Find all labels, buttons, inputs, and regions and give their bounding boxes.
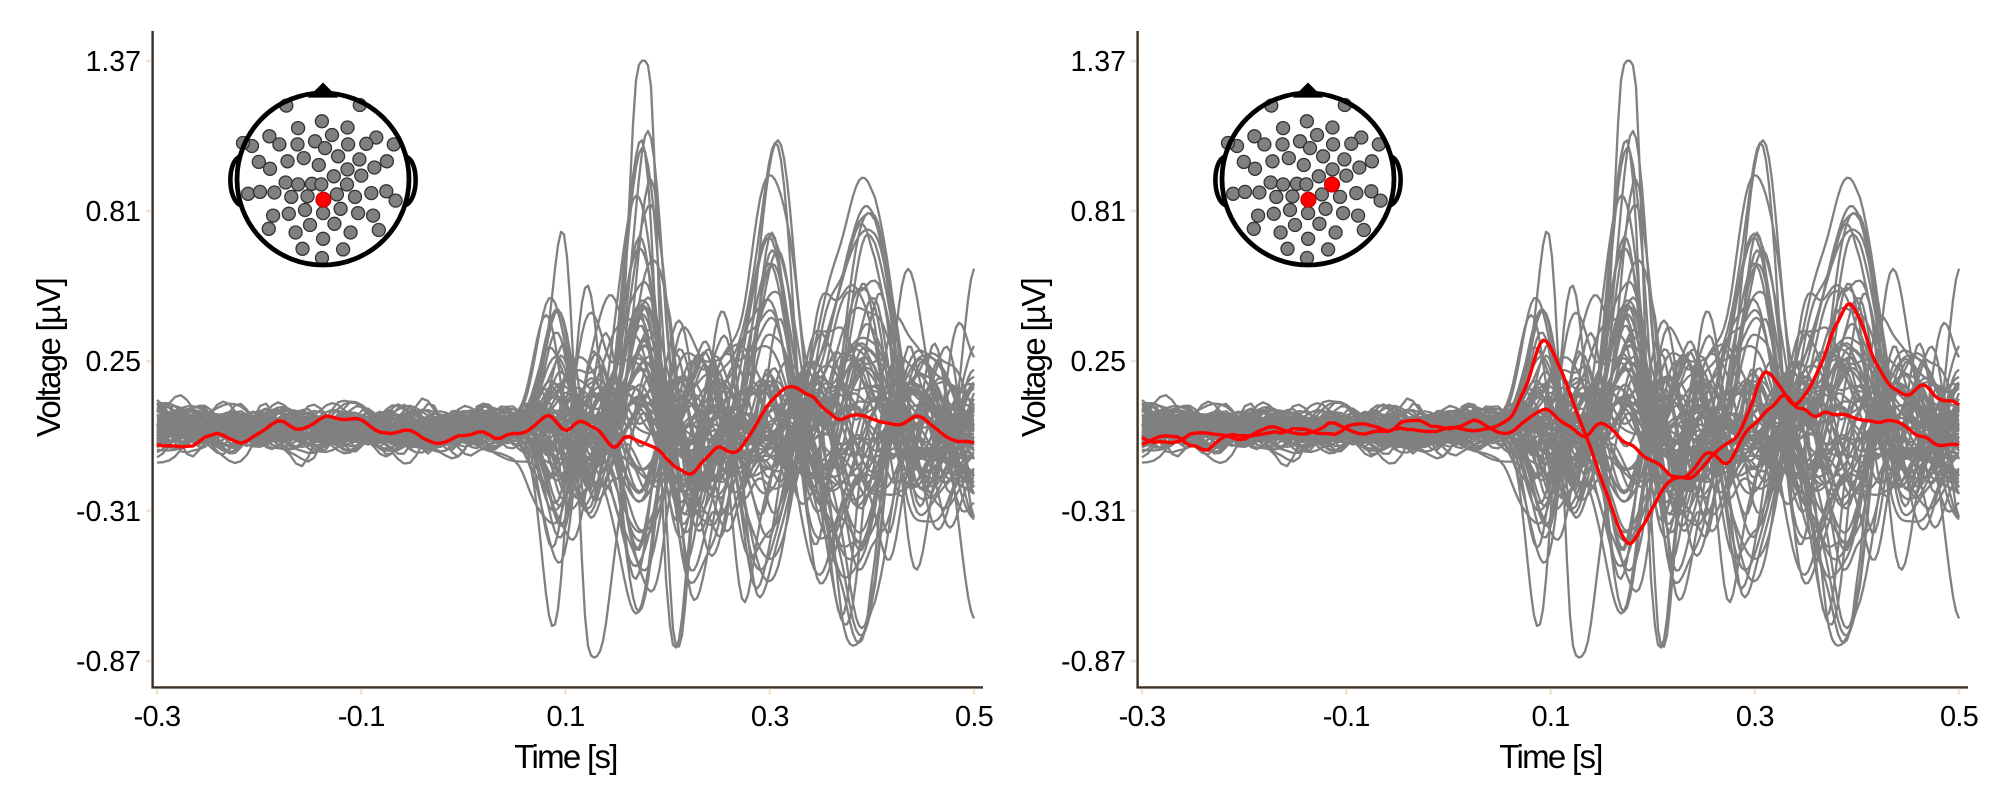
svg-text:-0.31: -0.31: [1061, 496, 1126, 528]
svg-text:-0.3: -0.3: [134, 701, 181, 733]
svg-text:0.25: 0.25: [1071, 346, 1126, 378]
svg-text:Time [s]: Time [s]: [1499, 738, 1602, 775]
svg-text:0.3: 0.3: [1736, 701, 1774, 733]
svg-text:0.3: 0.3: [751, 701, 789, 733]
svg-text:0.81: 0.81: [86, 196, 141, 228]
svg-text:0.1: 0.1: [1532, 701, 1570, 733]
svg-text:-0.3: -0.3: [1119, 701, 1166, 733]
svg-text:0.1: 0.1: [547, 701, 585, 733]
svg-text:-0.1: -0.1: [1323, 701, 1370, 733]
svg-text:-0.87: -0.87: [1061, 646, 1126, 678]
svg-text:Time [s]: Time [s]: [514, 738, 617, 775]
svg-text:1.37: 1.37: [86, 46, 141, 78]
svg-text:1.37: 1.37: [1071, 46, 1126, 78]
svg-text:Voltage [µV]: Voltage [µV]: [30, 279, 67, 437]
svg-text:0.5: 0.5: [955, 701, 993, 733]
svg-text:0.5: 0.5: [1940, 701, 1978, 733]
svg-text:-0.87: -0.87: [76, 646, 141, 678]
svg-text:-0.31: -0.31: [76, 496, 141, 528]
svg-text:Voltage [µV]: Voltage [µV]: [1015, 279, 1052, 437]
svg-text:0.25: 0.25: [86, 346, 141, 378]
svg-text:-0.1: -0.1: [338, 701, 385, 733]
svg-text:0.81: 0.81: [1071, 196, 1126, 228]
